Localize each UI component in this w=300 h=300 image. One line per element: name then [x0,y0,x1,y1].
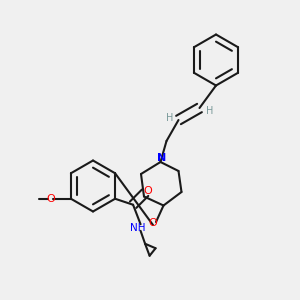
Text: O: O [46,194,55,204]
Text: H: H [166,113,173,124]
Text: NH: NH [130,223,145,233]
Text: O: O [144,186,152,196]
Text: O: O [148,218,157,229]
Text: N: N [158,153,166,164]
Text: H: H [206,106,214,116]
